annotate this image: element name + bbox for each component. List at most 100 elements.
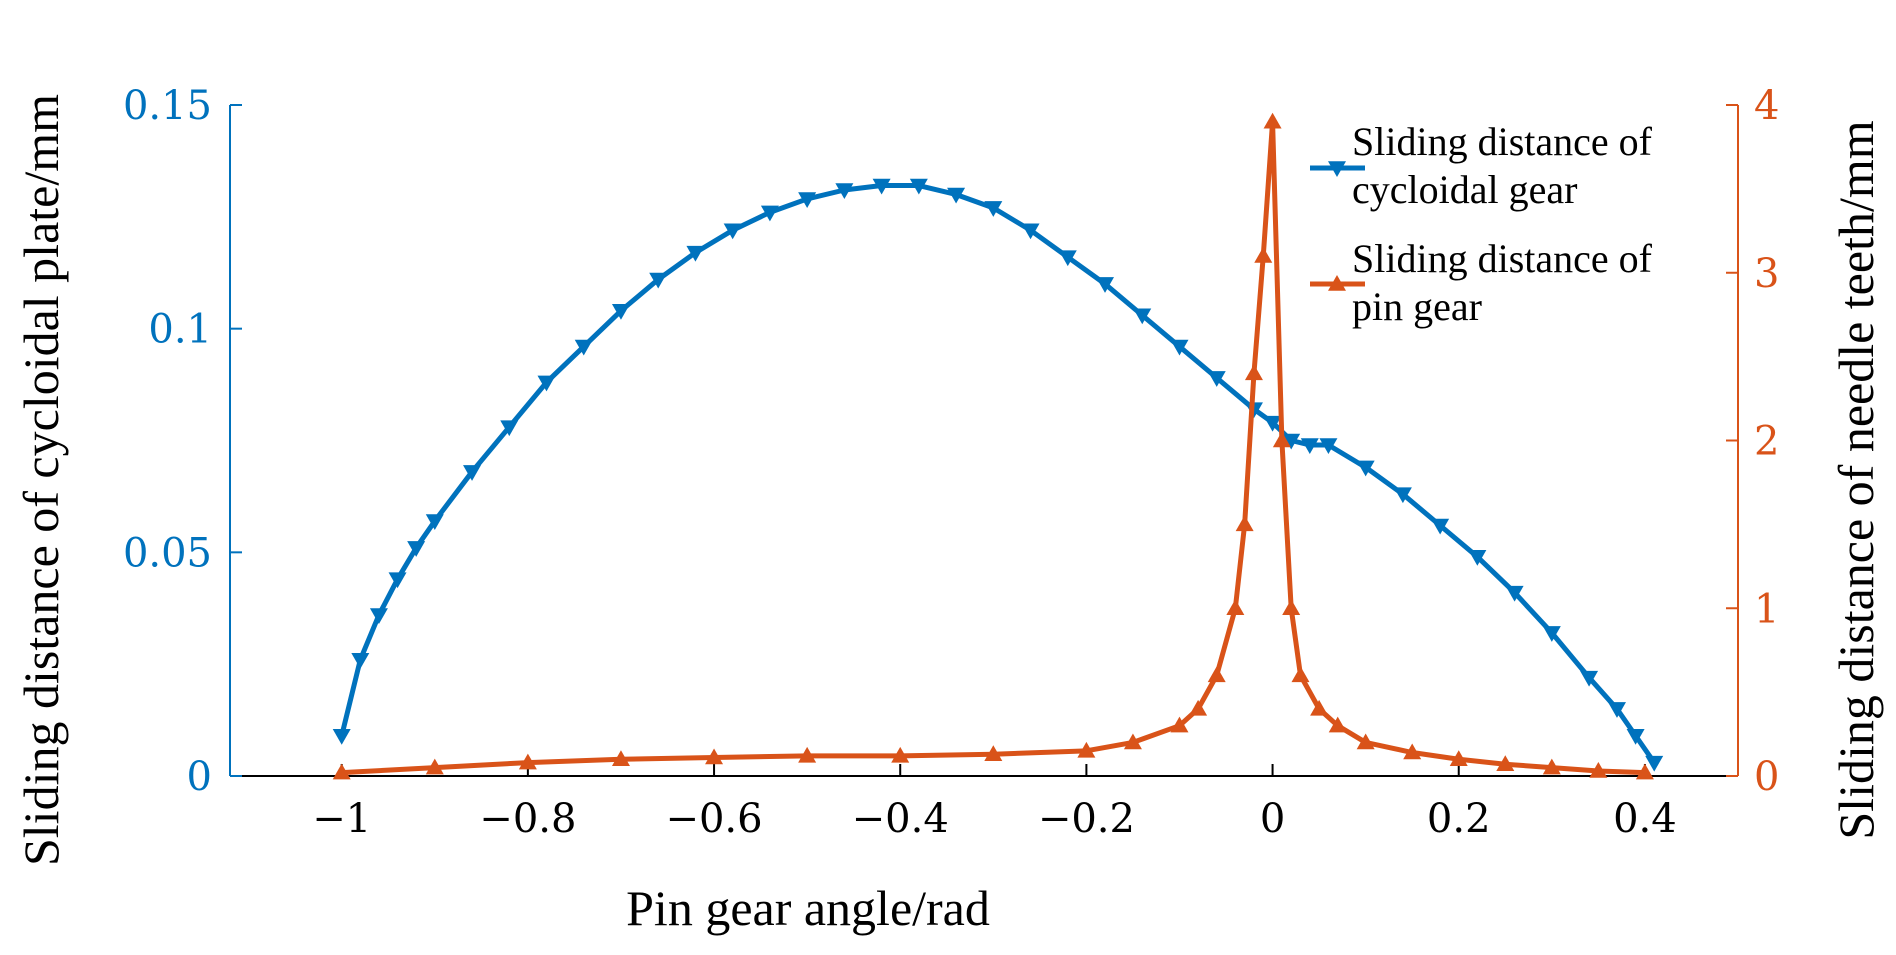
data-point-marker [1645,755,1664,772]
data-point-marker [332,763,351,780]
right-y-tick-label: 0 [1754,754,1779,800]
data-point-marker [1207,371,1226,387]
data-point-marker [909,178,928,195]
x-tick-label: −0.2 [1038,796,1135,842]
data-point-marker [407,541,426,557]
data-point-marker [1505,585,1524,602]
right-y-axis-ticks: 0 1 2 3 4 [1726,83,1779,800]
right-y-axis-title: Sliding distance of needle teeth/mm [1828,120,1884,839]
right-y-tick-label: 1 [1754,586,1779,632]
data-point-marker [1468,550,1487,566]
data-point-marker [1635,763,1654,780]
x-tick-label: −0.4 [852,796,949,842]
data-point-marker [1291,666,1310,683]
data-point-marker [500,420,519,437]
data-point-marker [611,750,630,766]
data-point-marker [1626,728,1645,745]
right-y-tick-label: 3 [1754,251,1779,297]
data-point-marker [947,187,966,204]
data-point-marker [1393,487,1412,504]
legend-label-cycloidal-gear-line1: Sliding distance of [1352,119,1653,164]
data-point-marker [332,728,351,745]
data-point-marker [1170,716,1189,733]
data-point-marker [537,375,556,392]
data-point-marker [1254,246,1273,263]
legend-marker-cycloidal-gear [1328,161,1346,177]
data-point-marker [1328,716,1347,733]
data-point-marker [984,745,1003,761]
data-point-marker [1235,515,1254,532]
data-point-marker [1207,666,1226,683]
data-point-marker [872,178,891,195]
data-point-marker [798,192,817,208]
data-point-marker [1096,277,1115,293]
data-point-marker [351,652,370,669]
data-point-marker [835,183,854,199]
data-point-marker [649,272,668,289]
data-point-marker [1496,755,1515,772]
left-y-axis-title: Sliding distance of cycloidal plate/mm [13,94,69,866]
data-point-marker [1282,433,1301,450]
x-tick-label: 0.2 [1427,796,1491,842]
data-point-marker [1170,339,1189,356]
data-point-marker [1431,518,1450,535]
series-pin-gear [332,112,1654,780]
legend: Sliding distance of cycloidal gear Slidi… [1310,119,1653,329]
x-tick-label: 0.4 [1613,796,1677,842]
data-point-marker [1580,670,1599,687]
data-point-marker [574,339,593,356]
data-point-marker [1310,699,1329,716]
data-point-marker [798,746,817,763]
x-tick-label: −0.8 [479,796,576,842]
left-y-tick-label: 0.05 [123,530,212,576]
data-point-marker [463,465,482,481]
left-y-axis-ticks: 0 0.05 0.1 0.15 [123,83,242,800]
data-point-marker [984,201,1003,217]
data-point-marker [686,245,705,262]
data-point-marker [369,608,388,624]
data-point-marker [1607,702,1626,718]
data-point-marker [388,572,407,589]
data-point-marker [518,753,537,770]
x-axis-ticks: −1 −0.8 −0.6 −0.4 −0.2 0 0.2 0.4 [312,764,1677,842]
data-point-marker [723,223,742,240]
data-point-marker [1123,733,1142,750]
left-y-tick-label: 0.15 [123,83,212,129]
data-point-marker [1356,460,1375,477]
data-point-marker [760,205,779,222]
x-tick-label: 0 [1260,796,1285,842]
series-cycloidal-gear [332,178,1664,772]
data-point-marker [425,758,444,775]
left-y-tick-label: 0 [187,754,212,800]
data-point-marker [1300,438,1319,454]
data-point-marker [1189,699,1208,716]
data-point-marker [1244,364,1263,381]
data-point-marker [705,748,724,765]
x-tick-label: −1 [312,796,371,842]
series-line [339,183,1657,765]
data-point-marker [1226,599,1245,615]
data-point-marker [1058,250,1077,267]
data-point-marker [1403,743,1422,760]
data-point-marker [891,746,910,763]
right-y-tick-label: 2 [1754,419,1779,465]
legend-label-pin-gear-line2: pin gear [1352,284,1482,329]
data-point-marker [1263,415,1282,432]
right-y-tick-label: 4 [1754,83,1779,129]
legend-label-pin-gear-line1: Sliding distance of [1352,236,1653,281]
data-point-marker [1449,750,1468,766]
data-point-marker [425,514,444,531]
x-axis-title: Pin gear angle/rad [626,880,990,936]
data-point-marker [1021,223,1040,240]
data-point-marker [1356,733,1375,750]
series-line [341,119,1646,776]
data-point-marker [611,304,630,320]
series-layer [332,112,1664,780]
left-y-tick-label: 0.1 [148,307,212,353]
data-point-marker [1282,599,1301,615]
data-point-marker [1542,626,1561,642]
data-point-marker [1263,112,1282,129]
legend-label-cycloidal-gear-line2: cycloidal gear [1352,167,1577,212]
data-point-marker [1133,308,1152,325]
